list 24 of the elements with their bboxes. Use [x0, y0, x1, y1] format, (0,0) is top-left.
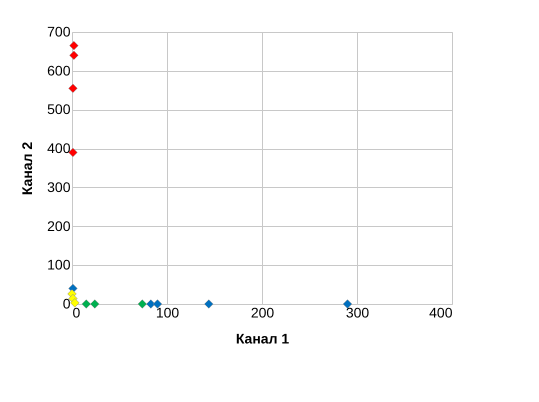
x-tick-label: 100: [156, 304, 180, 320]
x-axis-title: Канал 1: [236, 330, 290, 346]
y-axis-title: Канал 2: [19, 142, 36, 196]
point: [90, 299, 100, 309]
point: [204, 299, 214, 309]
point: [82, 299, 91, 309]
x-tick-label: 200: [250, 304, 274, 320]
y-tick-label: 500: [47, 101, 71, 118]
y-tick-label: 200: [47, 218, 71, 234]
y-tick-label: 300: [47, 178, 71, 195]
y-tick-label: 700: [47, 24, 71, 40]
y-tick-label: 600: [47, 62, 71, 78]
point: [69, 50, 78, 60]
x-tick-label: 300: [346, 304, 370, 320]
y-tick-label: 400: [47, 140, 71, 156]
point: [138, 299, 147, 309]
point: [146, 299, 156, 309]
point: [70, 298, 80, 308]
point: [68, 84, 78, 93]
point: [152, 299, 162, 309]
point: [342, 299, 352, 309]
y-tick-label: 100: [47, 256, 71, 273]
x-tick-label: 400: [429, 304, 453, 320]
point: [69, 41, 78, 50]
